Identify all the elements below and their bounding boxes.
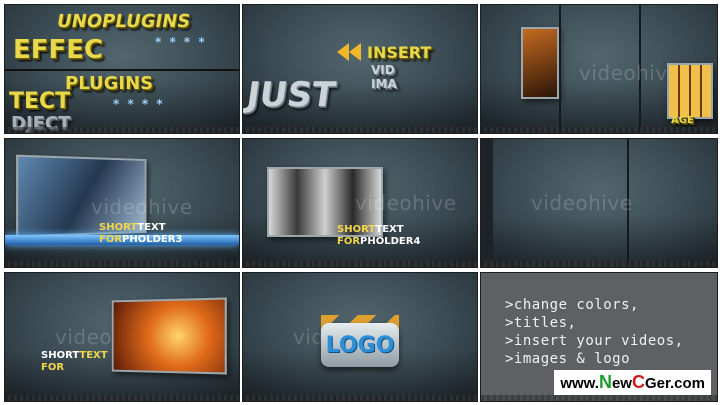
panel-divider bbox=[627, 139, 629, 267]
info-panel: >change colors, >titles, >insert your vi… bbox=[480, 272, 718, 402]
preview-panel-5[interactable]: videohive SHORTTEXT FORPHOLDER4 bbox=[242, 138, 478, 268]
lower-third-title: SHORTTEXT bbox=[337, 224, 404, 235]
watermark: videohive bbox=[579, 61, 681, 85]
insert-text: INSERT bbox=[367, 43, 432, 62]
lower-third-subtitle: FORPHOLDER4 bbox=[337, 236, 421, 247]
preview-panel-8[interactable]: videohive LOGO bbox=[242, 272, 478, 402]
window-grid-image bbox=[667, 63, 713, 119]
panel-floor bbox=[481, 215, 717, 267]
title-text-effec: EFFEC bbox=[13, 35, 104, 65]
preview-panel-2[interactable]: INSERT VID IMA JUST bbox=[242, 4, 478, 134]
group-photo bbox=[267, 167, 383, 237]
preview-panel-1[interactable]: UNOPLUGINS EFFEC * * * * PLUGINS TECT * … bbox=[4, 4, 240, 134]
watermark: videohive bbox=[355, 191, 457, 215]
lower-third-subtitle: FOR bbox=[41, 362, 65, 373]
info-line-3: >insert your videos, bbox=[505, 333, 684, 349]
title-text-dject: DJECT bbox=[11, 113, 71, 134]
logo-badge: LOGO bbox=[321, 323, 399, 367]
lower-third-bar bbox=[5, 235, 239, 245]
watermark: videohive bbox=[91, 195, 193, 219]
preview-panel-3[interactable]: videohive AGE bbox=[480, 4, 718, 134]
divider bbox=[5, 69, 239, 71]
title-text-tect: TECT bbox=[9, 89, 71, 114]
panel-floor bbox=[243, 81, 477, 133]
lower-third-title: SHORTTEXT bbox=[41, 350, 108, 361]
preview-panel-4[interactable]: videohive SHORTTEXT FORPHOLDER3 bbox=[4, 138, 240, 268]
preview-panel-6[interactable]: videohive bbox=[480, 138, 718, 268]
site-url-badge[interactable]: www.NewCGer.com bbox=[554, 370, 711, 395]
info-line-1: >change colors, bbox=[505, 297, 639, 313]
info-line-4: >images & logo bbox=[505, 351, 631, 367]
double-arrow-left-icon-2 bbox=[349, 43, 361, 61]
panel-divider-2 bbox=[639, 5, 641, 133]
lower-third-subtitle: FORPHOLDER3 bbox=[99, 234, 183, 245]
preview-panel-7[interactable]: videohive SHORTTEXT FOR bbox=[4, 272, 240, 402]
vid-text: VID bbox=[371, 63, 395, 77]
stars-decoration: * * * * bbox=[155, 35, 207, 49]
just-text: JUST bbox=[244, 75, 338, 115]
ima-text: IMA bbox=[371, 77, 397, 91]
video-placeholder-image bbox=[521, 27, 559, 99]
logo-text: LOGO bbox=[325, 332, 395, 358]
title-text-plugins: PLUGINS bbox=[65, 73, 154, 94]
lower-third-title: SHORTTEXT bbox=[99, 222, 166, 233]
watermark: videohive bbox=[531, 191, 633, 215]
panel-side-wall bbox=[481, 139, 493, 267]
panel-divider bbox=[559, 5, 561, 133]
image-text-tail: AGE bbox=[671, 115, 694, 126]
info-line-2: >titles, bbox=[505, 315, 577, 331]
double-arrow-left-icon bbox=[337, 43, 349, 61]
title-text-unoplugins: UNOPLUGINS bbox=[55, 11, 192, 32]
panel-floor bbox=[5, 81, 239, 133]
fire-photo bbox=[111, 297, 227, 375]
stars-decoration-2: * * * * bbox=[113, 97, 165, 111]
